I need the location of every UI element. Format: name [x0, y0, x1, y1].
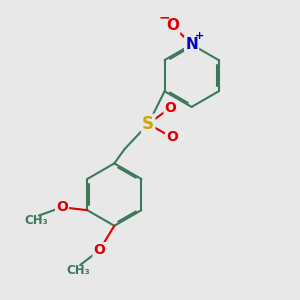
Text: S: S [142, 115, 154, 133]
Text: CH₃: CH₃ [67, 264, 91, 277]
Text: O: O [166, 18, 179, 33]
Text: O: O [94, 243, 105, 257]
Text: O: O [165, 100, 176, 115]
Text: O: O [166, 130, 178, 144]
Text: N: N [185, 37, 198, 52]
Text: −: − [159, 10, 170, 24]
Text: CH₃: CH₃ [25, 214, 48, 227]
Text: +: + [194, 31, 204, 41]
Text: O: O [56, 200, 68, 214]
